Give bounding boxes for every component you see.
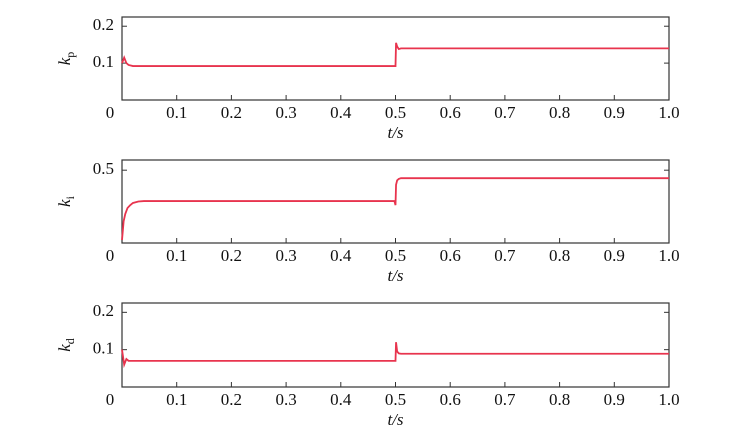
y-label-symbol: k xyxy=(55,344,74,352)
y-axis-label: kp xyxy=(55,52,77,66)
x-tick-label: 0 xyxy=(106,246,115,265)
y-label-symbol: k xyxy=(55,57,74,65)
x-tick-label: 0.1 xyxy=(166,390,187,409)
x-tick-label: 0.6 xyxy=(440,103,461,122)
x-tick-label: 1.0 xyxy=(658,390,679,409)
x-tick-label: 0.2 xyxy=(221,390,242,409)
x-tick-label: 0.3 xyxy=(275,246,296,265)
x-tick-label: 0.2 xyxy=(221,246,242,265)
x-tick-label: 0.3 xyxy=(275,390,296,409)
x-tick-label: 0.4 xyxy=(330,390,352,409)
x-tick-label: 0.8 xyxy=(549,390,570,409)
y-axis-label: kd xyxy=(55,338,77,352)
x-axis-label: t/s xyxy=(387,266,403,285)
y-label-subscript: p xyxy=(63,52,77,58)
x-tick-label: 0.6 xyxy=(440,390,461,409)
x-tick-label: 0.9 xyxy=(604,390,625,409)
x-tick-label: 0.6 xyxy=(440,246,461,265)
y-axis-label: ki xyxy=(55,195,77,207)
y-tick-label: 0.1 xyxy=(93,339,114,358)
y-tick-label: 0.2 xyxy=(93,301,114,320)
x-tick-label: 1.0 xyxy=(658,246,679,265)
x-axis-label: t/s xyxy=(387,123,403,142)
data-line xyxy=(121,342,669,369)
x-tick-label: 0.4 xyxy=(330,246,352,265)
x-tick-label: 0 xyxy=(106,390,115,409)
x-axis-label: t/s xyxy=(387,410,403,429)
x-tick-label: 0.5 xyxy=(385,390,406,409)
y-tick-label: 0.1 xyxy=(93,52,114,71)
x-tick-label: 0.8 xyxy=(549,246,570,265)
x-tick-label: 0.2 xyxy=(221,103,242,122)
subplot: 0 0.1 0.2 0.3 0.4 0.5 0.6 0.7 0.8 0.9 1.0 0.1 0.2 t/s… xyxy=(55,301,680,429)
y-tick-label: 0.5 xyxy=(93,159,114,178)
x-tick-label: 0.1 xyxy=(166,246,187,265)
x-tick-label: 0.9 xyxy=(604,246,625,265)
x-tick-label: 0.7 xyxy=(494,390,516,409)
y-label-subscript: d xyxy=(63,338,77,344)
y-tick-label: 0.2 xyxy=(93,15,114,34)
data-line xyxy=(121,42,669,67)
x-tick-label: 0.9 xyxy=(604,103,625,122)
subplot: 0 0.1 0.2 0.3 0.4 0.5 0.6 0.7 0.8 0.9 1.0 0.1 0.2 t/s… xyxy=(55,15,680,142)
x-tick-label: 0 xyxy=(106,103,115,122)
data-line xyxy=(121,177,669,241)
x-tick-label: 0.3 xyxy=(275,103,296,122)
x-tick-label: 0.1 xyxy=(166,103,187,122)
x-tick-label: 1.0 xyxy=(658,103,679,122)
y-label-subscript: i xyxy=(63,195,77,199)
x-tick-label: 0.7 xyxy=(494,103,516,122)
x-tick-label: 0.5 xyxy=(385,246,406,265)
x-tick-label: 0.4 xyxy=(330,103,352,122)
x-tick-label: 0.7 xyxy=(494,246,516,265)
subplot: 0 0.1 0.2 0.3 0.4 0.5 0.6 0.7 0.8 0.9 1.00.5t/ski xyxy=(55,159,680,285)
y-label-symbol: k xyxy=(55,199,74,207)
x-tick-label: 0.5 xyxy=(385,103,406,122)
x-tick-label: 0.8 xyxy=(549,103,570,122)
